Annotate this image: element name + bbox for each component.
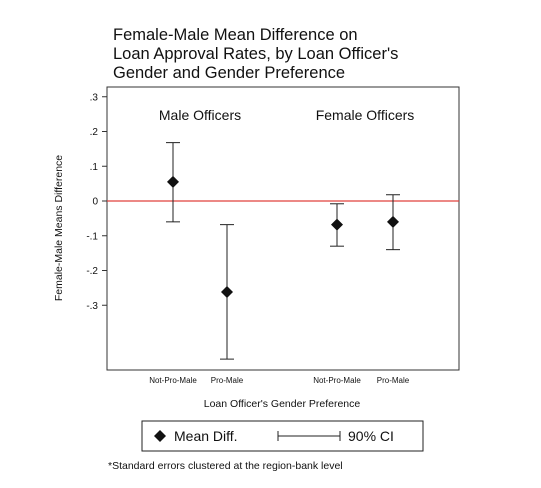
mean-diamond-point (387, 215, 399, 228)
y-tick-label: -.1 (86, 231, 98, 242)
x-category-label: Not-Pro-Male (313, 376, 361, 385)
legend-diamond-icon (154, 430, 166, 442)
y-tick-label: .1 (90, 162, 99, 173)
y-tick-label: .2 (90, 127, 99, 138)
y-axis-title: Female-Male Means Difference (53, 155, 65, 301)
legend-mean-label: Mean Diff. (174, 428, 238, 444)
chart-title-line: Loan Approval Rates, by Loan Officer's (113, 45, 398, 63)
group-label: Female Officers (316, 107, 415, 123)
data-marks (166, 142, 400, 360)
x-category-label: Pro-Male (377, 376, 410, 385)
group-labels: Male Officers Female Officers (159, 107, 414, 123)
x-category-label: Not-Pro-Male (149, 376, 197, 385)
mean-diamond-point (331, 218, 343, 231)
chart-title-line: Gender and Gender Preference (113, 64, 345, 82)
x-category-labels: Not-Pro-Male Pro-Male Not-Pro-Male Pro-Male (149, 376, 410, 385)
legend-ci-label: 90% CI (348, 428, 394, 444)
y-axis: .3 .2 .1 0 -.1 -.2 -.3 (86, 92, 107, 312)
footnote: *Standard errors clustered at the region… (108, 460, 343, 472)
y-tick-label: 0 (92, 197, 98, 208)
legend: Mean Diff. 90% CI (141, 420, 424, 452)
y-tick-label: -.3 (86, 301, 98, 312)
mean-diamond-point (221, 286, 233, 299)
x-category-label: Pro-Male (211, 376, 244, 385)
x-axis-title: Loan Officer's Gender Preference (204, 398, 361, 410)
group-label: Male Officers (159, 107, 241, 123)
y-tick-label: .3 (90, 92, 99, 103)
chart-title: Female-Male Mean Difference on Loan Appr… (113, 26, 398, 82)
y-tick-label: -.2 (86, 266, 98, 277)
chart-title-line: Female-Male Mean Difference on (113, 26, 358, 44)
legend-box (141, 420, 424, 452)
mean-diamond-point (167, 175, 179, 188)
plot-frame (106, 86, 460, 371)
